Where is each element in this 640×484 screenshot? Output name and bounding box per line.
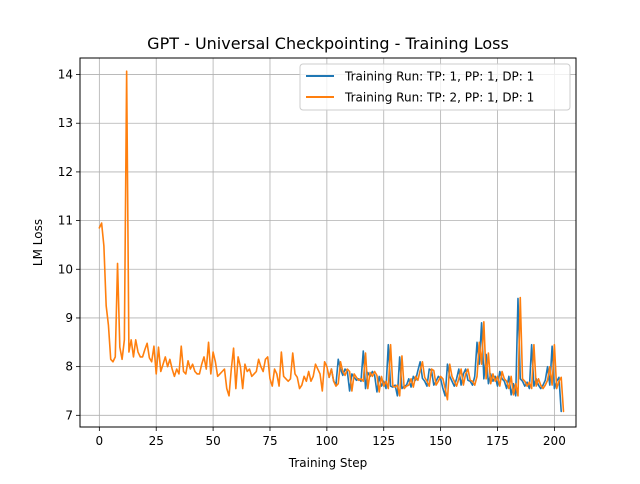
x-tick-label: 0: [96, 434, 104, 448]
x-tick-label: 175: [486, 434, 509, 448]
y-tick-label: 8: [65, 360, 73, 374]
x-tick-label: 75: [262, 434, 277, 448]
grid-lines: [80, 58, 576, 427]
series-lines: [98, 70, 565, 413]
plot-area-frame: [79, 57, 577, 428]
x-axis-label: Training Step: [288, 456, 368, 470]
x-tick-label: 150: [429, 434, 452, 448]
y-axis-label: LM Loss: [31, 219, 45, 266]
legend-label-tp2: Training Run: TP: 2, PP: 1, DP: 1: [344, 91, 534, 105]
x-tick-label: 125: [372, 434, 395, 448]
legend: Training Run: TP: 1, PP: 1, DP: 1 Traini…: [299, 63, 571, 111]
legend-label-tp1: Training Run: TP: 1, PP: 1, DP: 1: [344, 70, 534, 84]
y-tick-label: 14: [58, 68, 73, 82]
y-tick-label: 9: [65, 311, 73, 325]
series-line-tp2: [98, 70, 565, 413]
x-tick-label: 50: [205, 434, 220, 448]
chart-title: GPT - Universal Checkpointing - Training…: [147, 34, 509, 53]
y-tick-label: 12: [58, 165, 73, 179]
legend-box: [299, 63, 571, 111]
y-tick-label: 10: [58, 262, 73, 276]
y-axis-ticks: 7 8 9 10 11 12 13 14: [58, 68, 80, 422]
y-tick-label: 13: [58, 116, 73, 130]
x-tick-label: 25: [149, 434, 164, 448]
x-axis-ticks: 0 25 50 75 100 125 150 175 200: [96, 427, 566, 448]
x-tick-label: 100: [315, 434, 338, 448]
y-tick-label: 7: [65, 408, 73, 422]
x-tick-label: 200: [543, 434, 566, 448]
series-line-tp1: [328, 297, 563, 413]
y-tick-label: 11: [58, 214, 73, 228]
